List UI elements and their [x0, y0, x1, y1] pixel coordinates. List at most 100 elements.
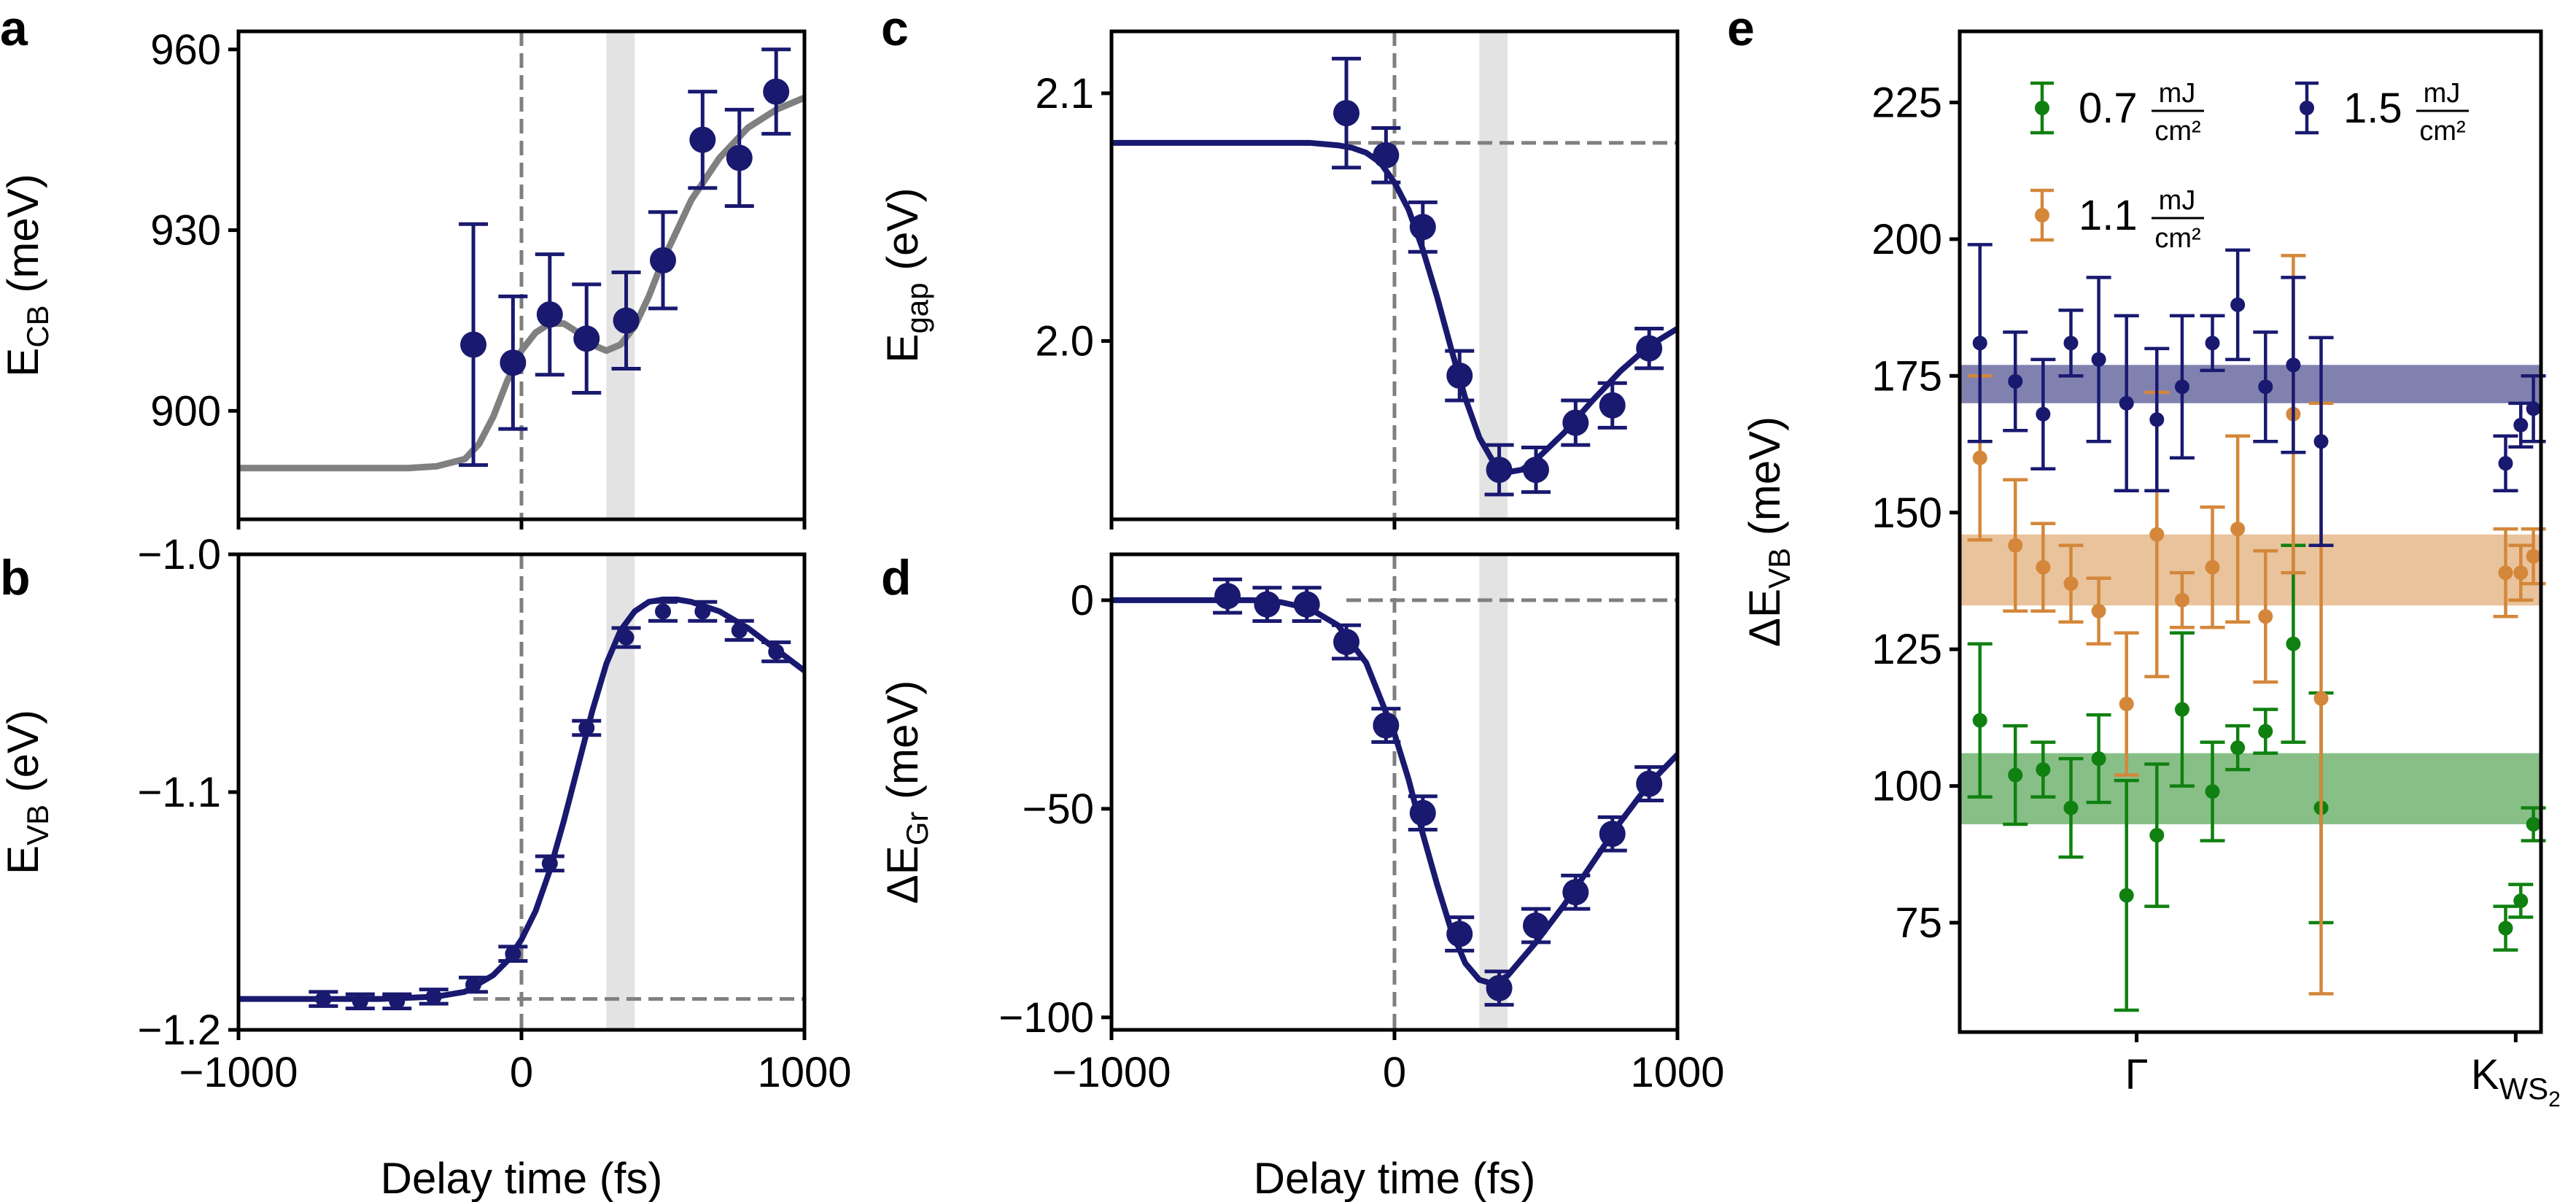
data-point [1486, 457, 1513, 484]
data-point [2205, 784, 2220, 799]
data-point [2091, 352, 2106, 367]
x-tick-label: Γ [2125, 1051, 2149, 1098]
data-point [2036, 559, 2051, 575]
y-axis-label: EVB (eV) [0, 710, 55, 875]
data-point [2230, 297, 2246, 312]
data-point [2258, 609, 2273, 624]
data-point [2091, 751, 2106, 767]
fit-curve [238, 94, 806, 472]
data-point [1446, 920, 1473, 947]
y-tick-label: 0 [1071, 577, 1094, 624]
y-tick-label: 175 [1871, 352, 1942, 400]
data-point [2526, 401, 2541, 416]
data-point [768, 643, 785, 660]
x-tick-label: −1000 [1052, 1049, 1171, 1096]
x-tick-label: 1000 [757, 1049, 851, 1096]
y-tick-label: −100 [998, 994, 1094, 1042]
axes-frame [1958, 29, 2543, 1034]
data-point [505, 945, 521, 962]
y-tick-label: 75 [1895, 899, 1942, 947]
chart-panel-b: −1.2 −1.1 −1.0 −1000 0 1000 Delay time (fs) EVB… [0, 531, 852, 1202]
data-point [2063, 576, 2079, 592]
legend-value: 0.7 [2079, 85, 2138, 132]
data-point [1562, 879, 1589, 906]
data-point [2498, 565, 2513, 581]
x-axis-label: Delay time (fs) [381, 1154, 663, 1202]
legend-unit-den: cm² [2154, 223, 2200, 254]
legend-marker-dot [2300, 101, 2314, 115]
data-point [618, 629, 635, 646]
legend-unit-den: cm² [2419, 116, 2465, 147]
data-point [1636, 335, 1663, 362]
y-tick-label: −50 [1023, 786, 1094, 833]
data-point [315, 990, 332, 1007]
chart-panel-e: 0.7 mJ cm² 1.5 mJ cm² 1.1 mJ cm² 75 100 125 150 175 20… [1740, 29, 2561, 1112]
data-point [2205, 559, 2220, 575]
data-point [500, 349, 527, 376]
data-point [1214, 583, 1241, 610]
data-point [2174, 379, 2189, 395]
data-point [1972, 336, 1987, 351]
x-tick-label: 1000 [1630, 1049, 1724, 1096]
data-point [578, 719, 595, 736]
data-point [2313, 434, 2329, 449]
data-point [1972, 450, 1987, 465]
y-tick-label: 200 [1871, 216, 1942, 263]
data-point [2008, 767, 2023, 783]
data-point [2205, 336, 2220, 351]
data-point [465, 977, 482, 993]
data-point [536, 301, 563, 328]
data-point [2063, 336, 2079, 351]
data-point [2498, 456, 2513, 471]
data-point [425, 988, 442, 1005]
legend-entry: 1.1 mJ cm² [2030, 185, 2204, 254]
data-point [2091, 603, 2106, 619]
y-tick-label: 930 [150, 207, 221, 255]
y-tick-label: 2.1 [1035, 70, 1094, 117]
legend-value: 1.1 [2079, 192, 2138, 239]
data-point [2513, 565, 2529, 581]
data-point [1373, 141, 1400, 168]
data-point [1599, 821, 1626, 848]
data-point [1373, 712, 1400, 739]
data-point [2174, 592, 2189, 608]
data-point [2036, 406, 2051, 422]
data-point [1636, 770, 1663, 797]
x-tick-label: KWS2 [2471, 1051, 2561, 1112]
mean-band [1960, 753, 2541, 825]
y-axis-label: ΔEGr (meV) [878, 681, 934, 904]
data-point [1523, 912, 1549, 939]
x-axis-label: Delay time (fs) [1254, 1154, 1536, 1202]
x-tick-label: −1000 [179, 1049, 298, 1096]
legend-entry: 0.7 mJ cm² [2030, 78, 2204, 147]
data-point [2286, 636, 2301, 651]
data-point [1562, 409, 1589, 436]
x-tick-label: 0 [510, 1049, 533, 1096]
y-tick-label: −1.2 [138, 1007, 222, 1054]
data-point [2119, 395, 2134, 411]
data-point [2526, 817, 2541, 832]
panel-letter-a: a [0, 1, 28, 56]
legend-unit-den: cm² [2154, 116, 2200, 147]
data-point [1486, 974, 1513, 1001]
data-point [2230, 740, 2246, 756]
data-point [689, 126, 716, 153]
mean-band [1960, 534, 2541, 606]
data-point [1409, 214, 1436, 241]
legend-unit-num: mJ [2159, 185, 2196, 216]
data-point [573, 325, 600, 352]
panel-letter-e: e [1727, 1, 1755, 56]
chart-panel-c: 2.0 2.1 Egap (eV) [878, 29, 1680, 530]
mean-band [1960, 365, 2541, 403]
y-tick-label: 2.0 [1035, 317, 1094, 365]
data-point [460, 331, 487, 358]
data-point [352, 993, 368, 1009]
data-point [1333, 629, 1360, 656]
data-point [541, 855, 558, 872]
pump-overlap-shade [1479, 31, 1508, 519]
pump-overlap-shade [1479, 554, 1508, 1030]
y-tick-label: 125 [1871, 626, 1942, 673]
x-tick-label: 0 [1383, 1049, 1406, 1096]
data-point [2119, 888, 2134, 903]
data-point [2149, 828, 2165, 843]
